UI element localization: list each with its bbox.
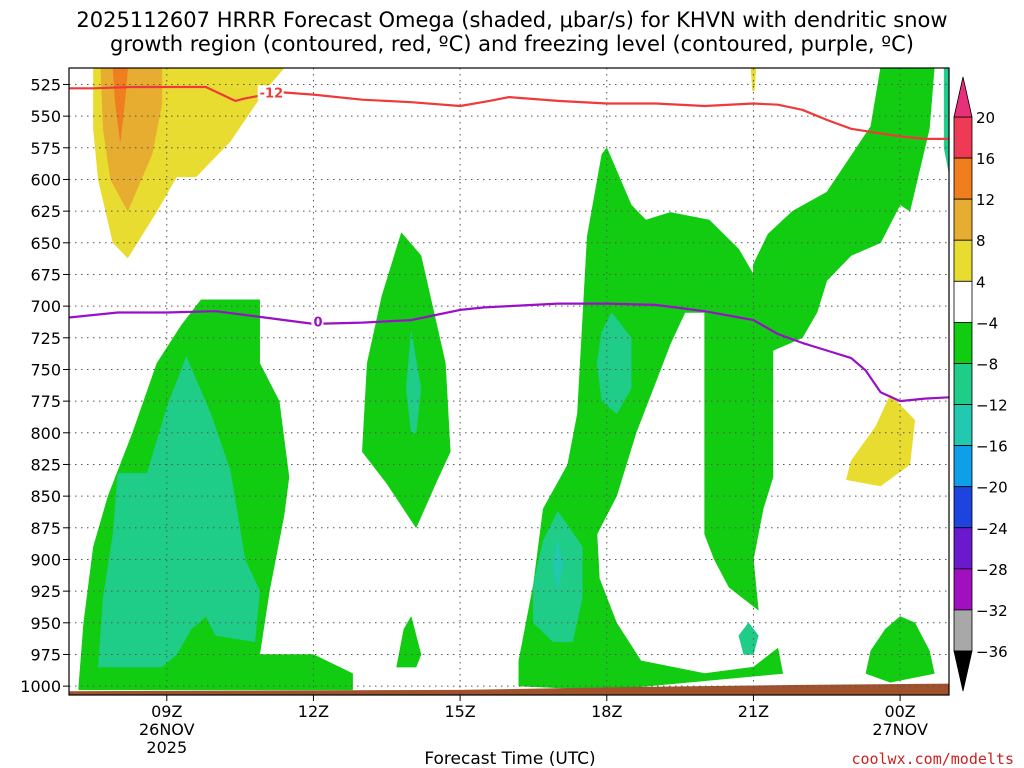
y-tick-label-1000: 1000: [20, 677, 61, 696]
freezing-level-label: 0: [313, 316, 322, 331]
y-tick-label-750: 750: [30, 360, 61, 379]
colorbar-label-5: −4: [976, 314, 998, 332]
green-region-col14: [362, 232, 451, 529]
x-axis-label: Forecast Time (UTC): [424, 749, 595, 768]
y-tick-label-825: 825: [30, 455, 61, 474]
colorbar-swatch-5: [953, 321, 973, 364]
pressure-axis: 525 550 575 600 625 650 675 700 725 750 775 800 825 8…: [20, 75, 69, 696]
colorbar-swatch-2: [953, 198, 973, 241]
green-region-right-bottom: [865, 616, 935, 683]
x-tick-label-18Z: 18Z: [591, 702, 622, 721]
omega-shading: [69, 68, 949, 695]
colorbar-top-arrow: [953, 76, 973, 118]
colorbar-label-4: 4: [976, 273, 986, 291]
y-tick-label-900: 900: [30, 550, 61, 569]
colorbar-label-10: −24: [976, 520, 1008, 538]
y-tick-label-575: 575: [30, 139, 61, 158]
y-tick-label-625: 625: [30, 202, 61, 221]
chart-title: 2025112607 HRRR Forecast Omega (shaded, …: [76, 8, 947, 56]
colorbar-label-0: 20: [976, 109, 995, 127]
teal-region-left: [98, 356, 260, 668]
colorbar-swatch-0: [953, 116, 973, 159]
colorbar-label-1: 16: [976, 150, 995, 168]
green-region-speck: [396, 615, 422, 668]
y-tick-label-550: 550: [30, 107, 61, 126]
teal-region-right-edge: [943, 68, 949, 174]
y-tick-label-850: 850: [30, 487, 61, 506]
y-tick-label-925: 925: [30, 582, 61, 601]
y-tick-label-800: 800: [30, 424, 61, 443]
x-tick-label-21Z: 21Z: [738, 702, 769, 721]
freezing-level-label-bg: [311, 314, 324, 329]
dgz-contour-label: -12: [260, 86, 284, 101]
dgz-contour-label-bg: [257, 85, 284, 100]
y-tick-label-725: 725: [30, 329, 61, 348]
colorbar-label-3: 8: [976, 232, 986, 250]
temperature-contours: -12 0: [69, 85, 949, 403]
y-tick-label-600: 600: [30, 170, 61, 189]
y-tick-label-775: 775: [30, 392, 61, 411]
x-tick-date-00Z: 27NOV: [872, 720, 928, 739]
colorbar-swatch-6: [953, 363, 973, 405]
colorbar-swatch-3: [953, 239, 973, 282]
colorbar-label-6: −8: [976, 355, 998, 373]
x-tick-label-09Z: 09Z: [151, 702, 182, 721]
colorbar-swatch-4: [953, 280, 973, 323]
y-tick-label-950: 950: [30, 614, 61, 633]
x-tick-label-00Z: 00Z: [884, 702, 915, 721]
freezing-level-line: [69, 302, 949, 403]
dgz-contour-line: [69, 85, 949, 140]
plot-frame: [68, 67, 950, 696]
chart-title-line1: 2025112607 HRRR Forecast Omega (shaded, …: [76, 8, 947, 32]
colorbar-swatch-7: [953, 404, 973, 447]
colorbar-swatch-12: [953, 609, 973, 652]
yellow-region-bump: [845, 394, 916, 487]
colorbar-swatch-9: [953, 486, 973, 529]
yellow-region-sliver: [750, 68, 757, 92]
colorbar-label-8: −16: [976, 438, 1008, 456]
teal-region-center-high: [596, 312, 632, 415]
x-tick-label-15Z: 15Z: [444, 702, 475, 721]
y-tick-label-675: 675: [30, 265, 61, 284]
y-tick-label-525: 525: [30, 75, 61, 94]
colorbar-label-7: −12: [976, 397, 1008, 415]
teal-region-col14: [406, 331, 422, 434]
colorbar-swatch-10: [953, 527, 973, 570]
x-tick-label-12Z: 12Z: [298, 702, 329, 721]
y-tick-label-975: 975: [30, 645, 61, 664]
teal-region-speck: [738, 622, 759, 655]
colorbar-swatch-8: [953, 445, 973, 488]
colorbar-label-9: −20: [976, 479, 1008, 497]
colorbar-label-2: 12: [976, 191, 995, 209]
colorbar-swatch-1: [953, 157, 973, 200]
colorbar-label-13: −36: [976, 643, 1008, 661]
y-tick-label-700: 700: [30, 297, 61, 316]
x-tick-year-09Z: 2025: [146, 738, 187, 757]
y-tick-label-875: 875: [30, 519, 61, 538]
y-tick-label-650: 650: [30, 234, 61, 253]
colorbar-legend: 20 16 12 8 4 −4 −8 −12 −16 −20 −24 −28 −32 −36: [953, 76, 1008, 692]
colorbar-swatch-11: [953, 568, 973, 611]
colorbar-label-12: −32: [976, 602, 1008, 620]
colorbar-bottom-arrow: [953, 650, 973, 692]
colorbar-label-11: −28: [976, 561, 1008, 579]
green-region-center: [518, 68, 935, 691]
chart-title-line2: growth region (contoured, red, ºC) and f…: [110, 32, 914, 56]
blue-streak: [552, 540, 564, 592]
credit-text: coolwx.com/modelts: [851, 750, 1014, 768]
grid-lines: [69, 68, 949, 695]
x-tick-date-09Z: 26NOV: [139, 720, 195, 739]
